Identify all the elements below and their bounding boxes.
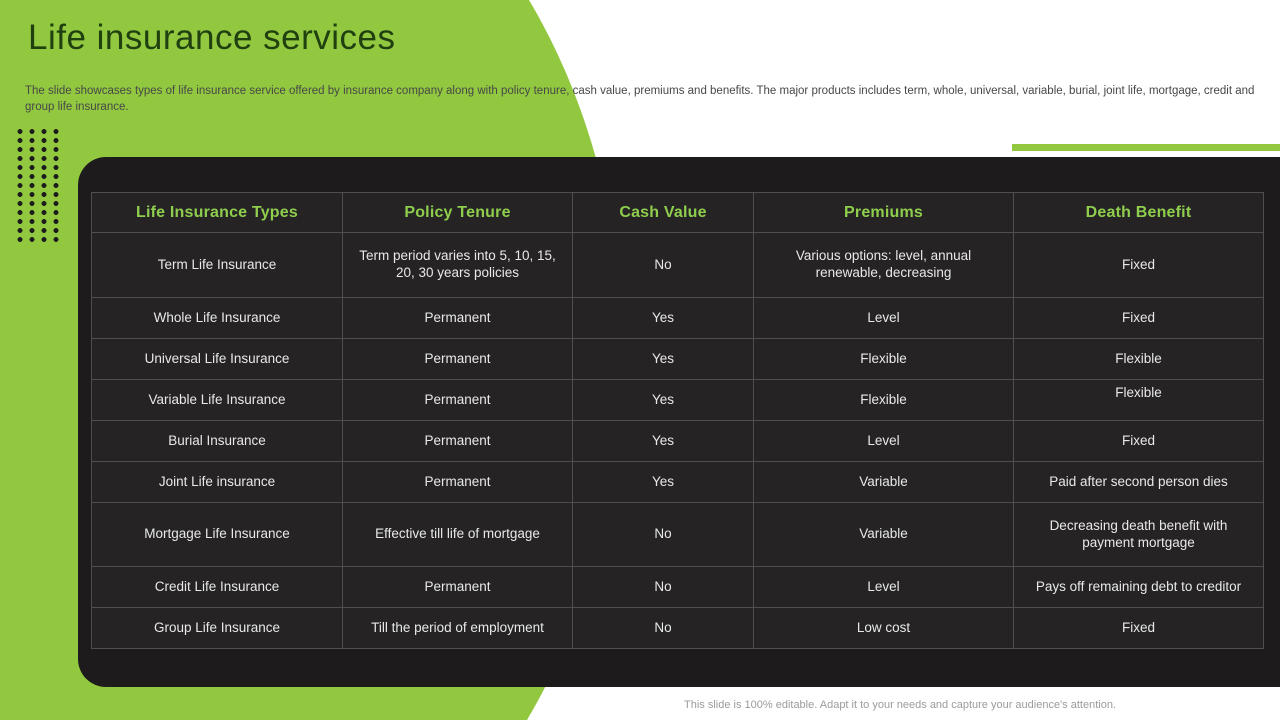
table-cell: Yes: [572, 338, 754, 380]
page-title: Life insurance services: [28, 18, 396, 57]
table-cell: Group Life Insurance: [91, 607, 343, 649]
table-cell: Level: [753, 297, 1014, 339]
table-cell: Permanent: [342, 297, 573, 339]
table-cell: Yes: [572, 420, 754, 462]
table-cell: Flexible: [1013, 338, 1264, 380]
table-cell: Variable: [753, 461, 1014, 503]
table-cell: Permanent: [342, 379, 573, 421]
table-cell: Flexible: [753, 379, 1014, 421]
table-cell: Mortgage Life Insurance: [91, 502, 343, 567]
table-cell: Till the period of employment: [342, 607, 573, 649]
green-accent-bar: [1012, 144, 1280, 151]
column-header: Life Insurance Types: [91, 192, 343, 233]
column-header: Premiums: [753, 192, 1014, 233]
table-cell: Decreasing death benefit with payment mo…: [1013, 502, 1264, 567]
table-cell: Fixed: [1013, 232, 1264, 298]
table-cell: No: [572, 232, 754, 298]
table-cell: Paid after second person dies: [1013, 461, 1264, 503]
table-cell: No: [572, 566, 754, 608]
table-row: Joint Life insurance Permanent Yes Variable…: [91, 461, 1264, 503]
table-row: Variable Life Insurance Permanent Yes Flexi…: [91, 379, 1264, 421]
table-row: Mortgage Life Insurance Effective till li…: [91, 502, 1264, 567]
column-header: Cash Value: [572, 192, 754, 233]
table-cell: Flexible: [753, 338, 1014, 380]
table-row: Term Life Insurance Term period varies in…: [91, 232, 1264, 298]
table-cell: Effective till life of mortgage: [342, 502, 573, 567]
table-panel: Life Insurance Types Policy Tenure Cash Va…: [78, 157, 1280, 687]
table-cell: Universal Life Insurance: [91, 338, 343, 380]
dots-pattern-decoration: [14, 127, 63, 244]
table-cell: Permanent: [342, 338, 573, 380]
table-cell: Yes: [572, 379, 754, 421]
table-cell: Level: [753, 566, 1014, 608]
slide-description: The slide showcases types of life insura…: [25, 85, 1255, 113]
table-cell: Fixed: [1013, 420, 1264, 462]
table-cell: Level: [753, 420, 1014, 462]
table-header-row: Life Insurance Types Policy Tenure Cash Va…: [91, 192, 1264, 233]
table-row: Credit Life Insurance Permanent No Level Pay…: [91, 566, 1264, 608]
table-cell: Term Life Insurance: [91, 232, 343, 298]
table-row: Universal Life Insurance Permanent Yes Flex…: [91, 338, 1264, 380]
table-cell: Permanent: [342, 461, 573, 503]
column-header: Policy Tenure: [342, 192, 573, 233]
table-cell: Whole Life Insurance: [91, 297, 343, 339]
table-cell: Credit Life Insurance: [91, 566, 343, 608]
table-cell: Variable Life Insurance: [91, 379, 343, 421]
table-cell: Permanent: [342, 566, 573, 608]
footer-note: This slide is 100% editable. Adapt it to…: [684, 699, 1116, 711]
table-cell: Joint Life insurance: [91, 461, 343, 503]
table-cell: Term period varies into 5, 10, 15, 20, 3…: [342, 232, 573, 298]
table-cell: Permanent: [342, 420, 573, 462]
table-cell: Burial Insurance: [91, 420, 343, 462]
table-cell: Pays off remaining debt to creditor: [1013, 566, 1264, 608]
table-cell: Flexible: [1013, 379, 1264, 421]
table-cell: Fixed: [1013, 297, 1264, 339]
table-cell: Variable: [753, 502, 1014, 567]
table-cell: Yes: [572, 297, 754, 339]
table-row: Group Life Insurance Till the period of e…: [91, 607, 1264, 649]
column-header: Death Benefit: [1013, 192, 1264, 233]
table-row: Burial Insurance Permanent Yes Level Fixed: [91, 420, 1264, 462]
table-row: Whole Life Insurance Permanent Yes Level Fix…: [91, 297, 1264, 339]
table-cell: Low cost: [753, 607, 1014, 649]
table-cell: Various options: level, annual renewable…: [753, 232, 1014, 298]
table-cell: No: [572, 607, 754, 649]
table-cell: Fixed: [1013, 607, 1264, 649]
table-cell: No: [572, 502, 754, 567]
table-cell: Yes: [572, 461, 754, 503]
life-insurance-table: Life Insurance Types Policy Tenure Cash Va…: [91, 192, 1264, 649]
